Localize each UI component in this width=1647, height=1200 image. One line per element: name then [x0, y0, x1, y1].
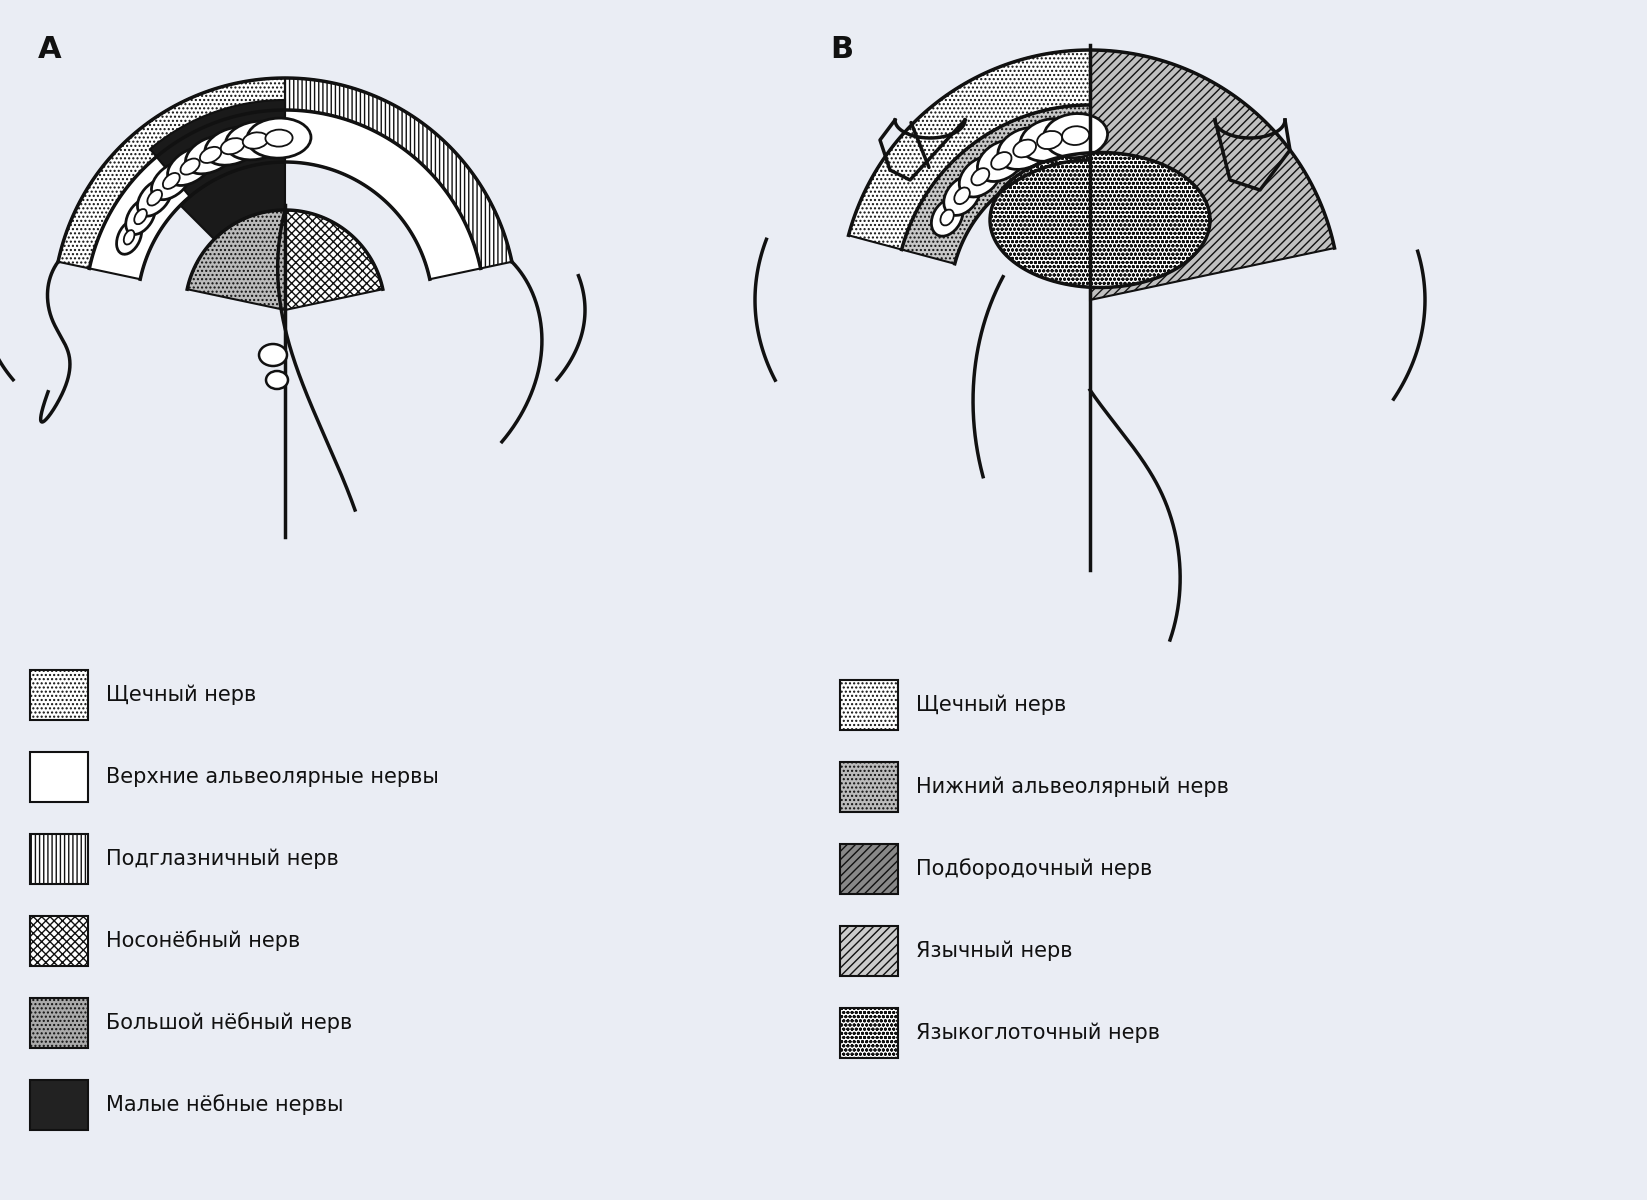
Ellipse shape	[137, 179, 171, 216]
Ellipse shape	[124, 230, 135, 245]
Ellipse shape	[977, 140, 1026, 181]
FancyArrowPatch shape	[911, 122, 929, 168]
Ellipse shape	[972, 168, 990, 185]
Ellipse shape	[259, 344, 287, 366]
Ellipse shape	[265, 130, 293, 146]
Text: В: В	[830, 35, 853, 64]
Text: Подглазничный нерв: Подглазничный нерв	[105, 848, 339, 869]
FancyBboxPatch shape	[840, 844, 898, 894]
Polygon shape	[58, 78, 285, 269]
FancyBboxPatch shape	[30, 1080, 87, 1130]
Ellipse shape	[940, 210, 954, 226]
Ellipse shape	[163, 173, 180, 188]
FancyBboxPatch shape	[30, 752, 87, 802]
Ellipse shape	[991, 152, 1011, 169]
FancyBboxPatch shape	[840, 926, 898, 976]
Text: Верхние альвеолярные нервы: Верхние альвеолярные нервы	[105, 767, 438, 787]
Ellipse shape	[959, 156, 1001, 197]
Ellipse shape	[1062, 126, 1089, 145]
Polygon shape	[1090, 50, 1334, 300]
FancyBboxPatch shape	[840, 680, 898, 730]
Polygon shape	[285, 210, 382, 310]
Ellipse shape	[1013, 139, 1036, 157]
Ellipse shape	[168, 148, 212, 186]
FancyBboxPatch shape	[30, 670, 87, 720]
Ellipse shape	[1038, 131, 1062, 149]
Ellipse shape	[152, 162, 191, 199]
Ellipse shape	[221, 138, 244, 155]
Text: Носонёбный нерв: Носонёбный нерв	[105, 930, 300, 952]
FancyBboxPatch shape	[30, 998, 87, 1048]
Ellipse shape	[247, 118, 311, 158]
Text: Малые нёбные нервы: Малые нёбные нервы	[105, 1094, 344, 1116]
Ellipse shape	[998, 127, 1051, 169]
Polygon shape	[285, 78, 512, 269]
Polygon shape	[990, 152, 1211, 288]
Ellipse shape	[117, 221, 142, 254]
Ellipse shape	[932, 199, 963, 236]
FancyBboxPatch shape	[840, 762, 898, 812]
Ellipse shape	[1019, 119, 1079, 161]
FancyBboxPatch shape	[840, 1008, 898, 1058]
Polygon shape	[1038, 160, 1090, 216]
Polygon shape	[181, 162, 285, 239]
Ellipse shape	[204, 127, 260, 166]
Ellipse shape	[242, 132, 268, 149]
Polygon shape	[150, 100, 285, 197]
Ellipse shape	[954, 187, 970, 204]
Polygon shape	[188, 210, 285, 310]
Polygon shape	[901, 104, 1090, 264]
FancyBboxPatch shape	[30, 916, 87, 966]
Text: Щечный нерв: Щечный нерв	[105, 685, 257, 706]
Text: Язычный нерв: Язычный нерв	[916, 941, 1072, 961]
Polygon shape	[285, 110, 481, 280]
Ellipse shape	[199, 146, 221, 163]
Text: Подбородочный нерв: Подбородочный нерв	[916, 858, 1153, 880]
Ellipse shape	[186, 136, 236, 174]
Text: А: А	[38, 35, 61, 64]
Ellipse shape	[1044, 114, 1107, 157]
Polygon shape	[89, 110, 285, 280]
Ellipse shape	[135, 209, 147, 224]
Polygon shape	[848, 50, 1090, 250]
Ellipse shape	[125, 199, 155, 234]
Ellipse shape	[267, 371, 288, 389]
Text: Нижний альвеолярный нерв: Нижний альвеолярный нерв	[916, 776, 1229, 797]
Ellipse shape	[181, 158, 199, 175]
FancyBboxPatch shape	[30, 834, 87, 884]
Ellipse shape	[944, 176, 980, 216]
Text: Большой нёбный нерв: Большой нёбный нерв	[105, 1013, 352, 1033]
Ellipse shape	[226, 121, 285, 160]
Ellipse shape	[147, 190, 161, 205]
Text: Языкоглоточный нерв: Языкоглоточный нерв	[916, 1022, 1159, 1043]
Text: Щечный нерв: Щечный нерв	[916, 695, 1066, 715]
